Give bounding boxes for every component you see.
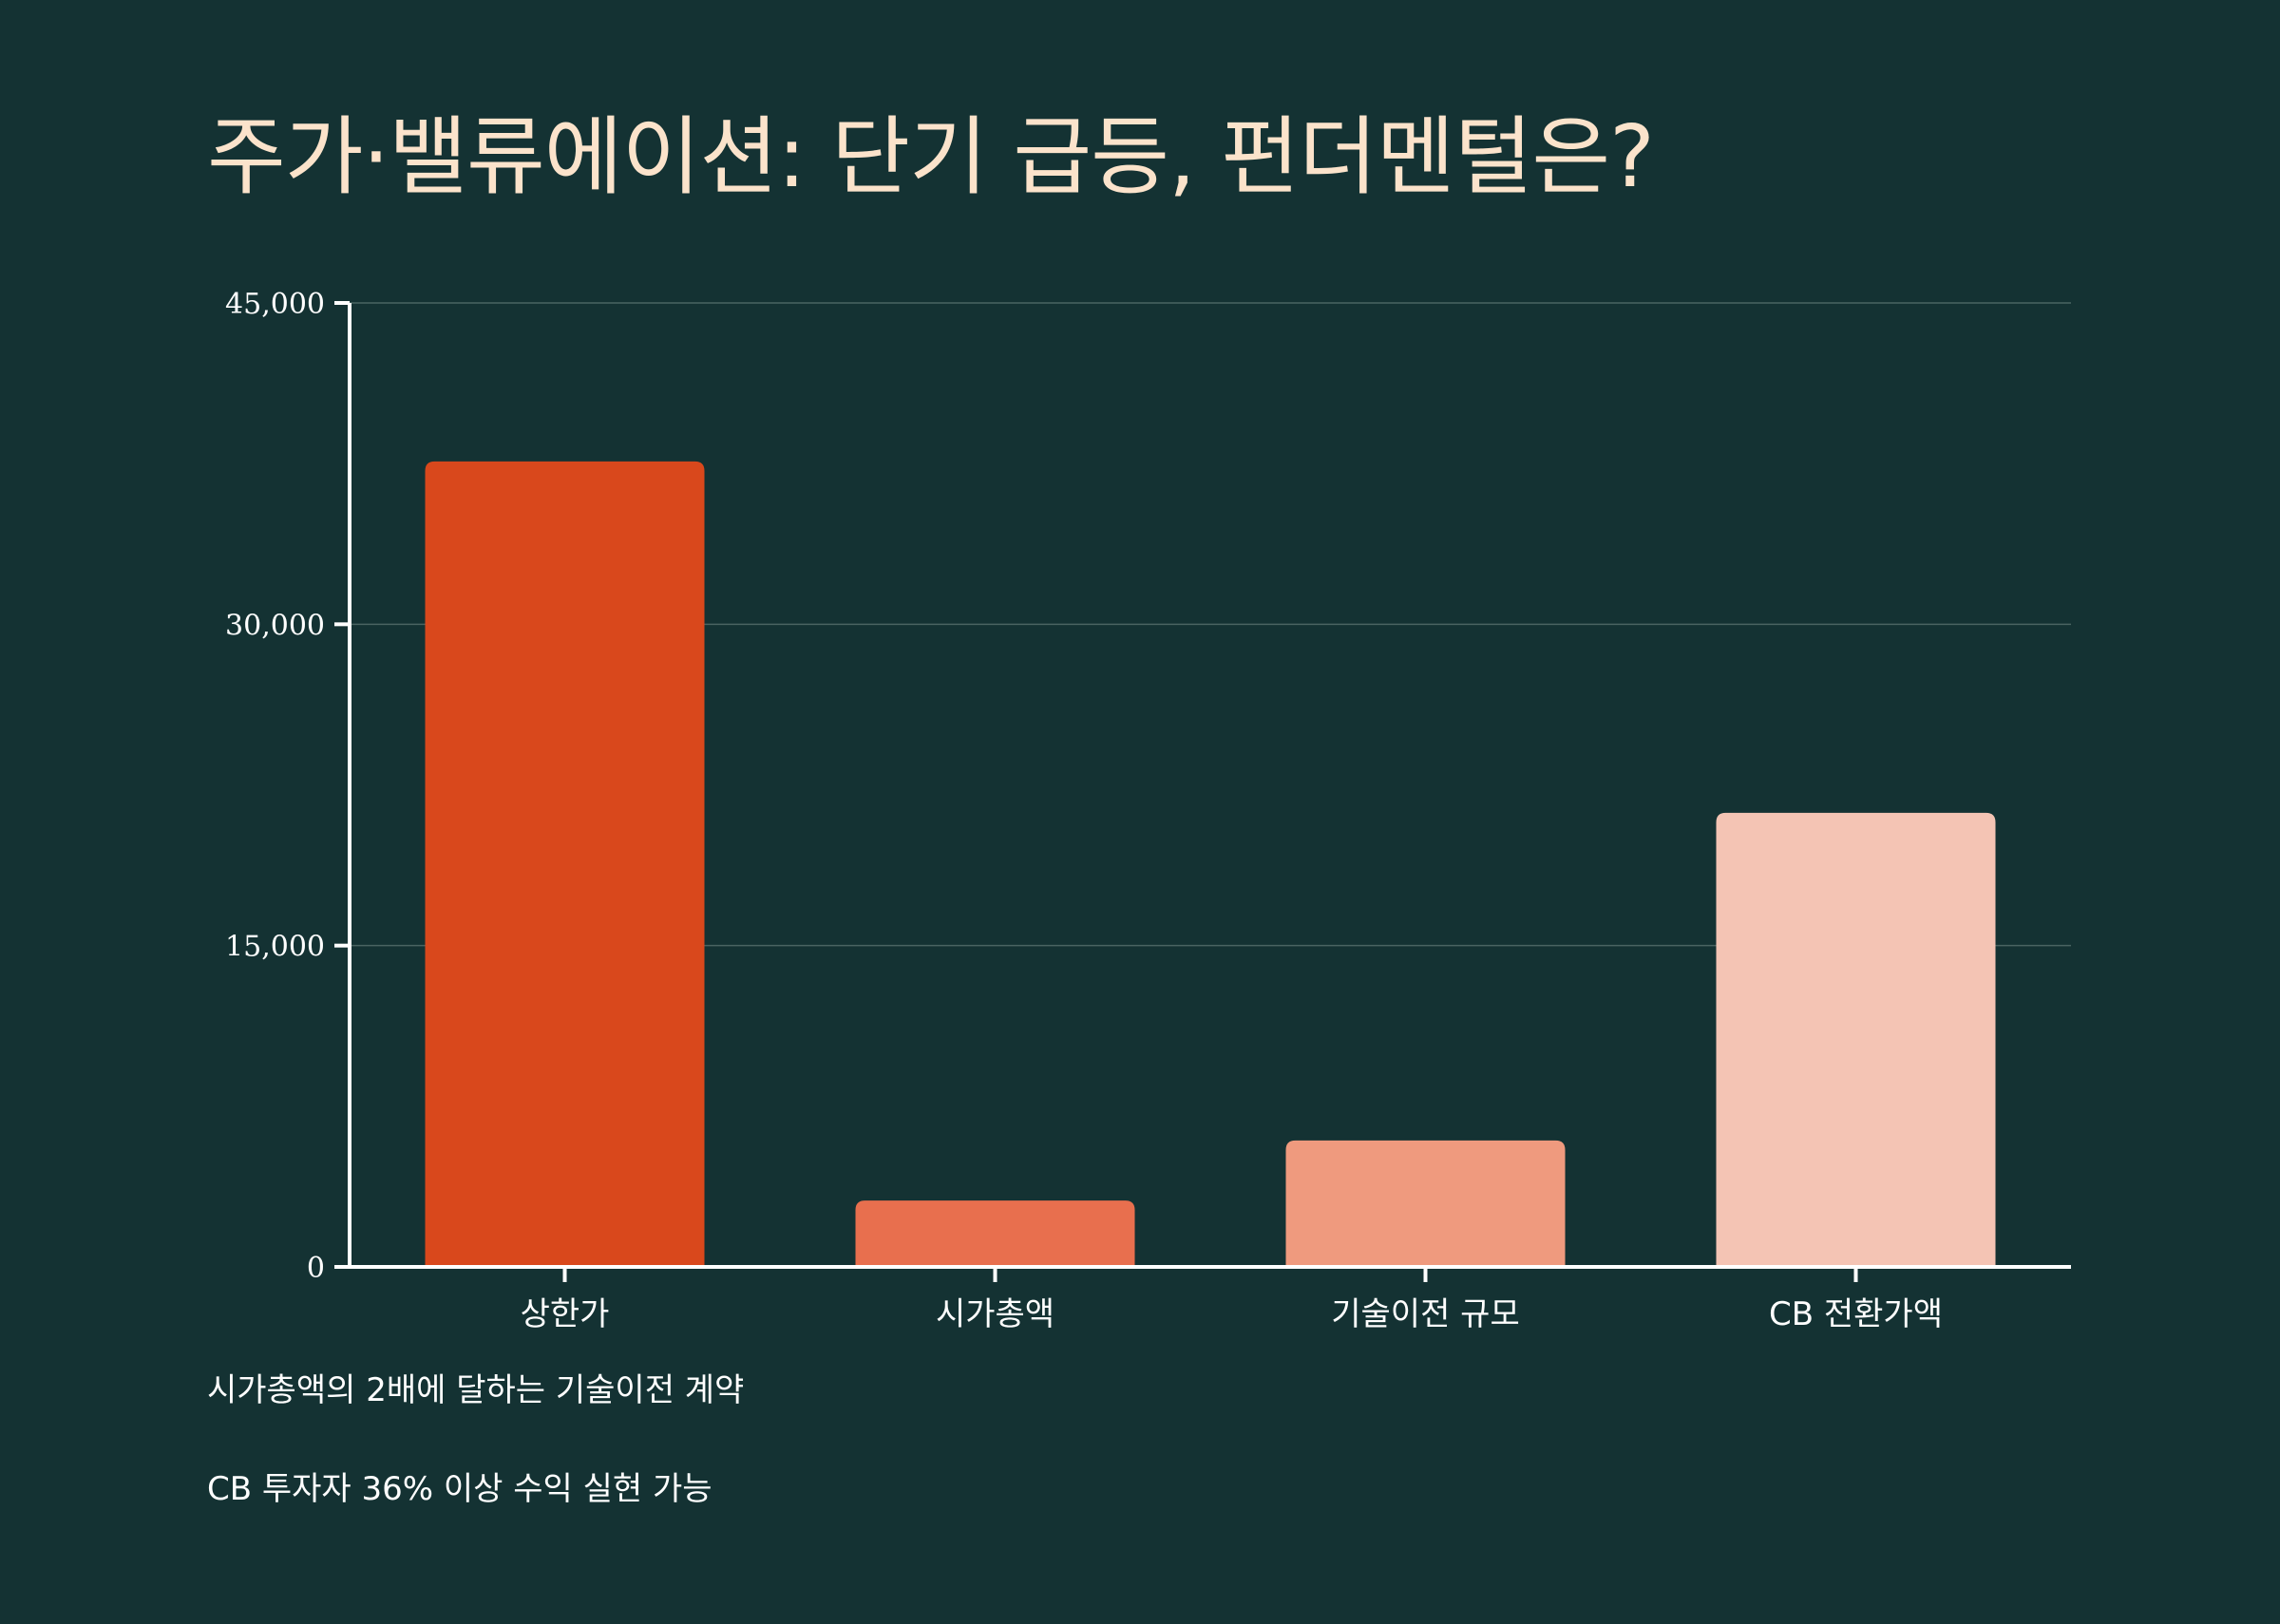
bar-1 (425, 461, 705, 1267)
y-tick-label: 15,000 (225, 931, 325, 964)
x-tick-label: 상한가 (521, 1295, 610, 1333)
bar-4 (1716, 812, 1996, 1267)
chart-title: 주가·밸류에이션: 단기 급등, 펀더멘털은? (207, 107, 1655, 207)
bar-3 (1285, 1140, 1566, 1267)
bar-2 (855, 1200, 1135, 1267)
x-tick-label: 시가총액 (936, 1295, 1054, 1333)
y-tick-label: 0 (307, 1252, 325, 1285)
x-tick-label: 기술이전 규모 (1331, 1295, 1520, 1333)
x-ticks: 상한가 시가총액 기술이전 규모 CB 전환가액 (521, 1267, 1943, 1333)
y-tick-label: 30,000 (225, 609, 325, 642)
axes (348, 303, 2071, 1269)
y-ticks: 0 15,000 30,000 45,000 (225, 288, 350, 1285)
note-2: CB 투자자 36% 이상 수익 실현 가능 (207, 1470, 712, 1508)
bars (425, 461, 1996, 1267)
x-tick-label: CB 전환가액 (1769, 1295, 1943, 1333)
y-tick-label: 45,000 (225, 288, 325, 321)
note-1: 시가총액의 2배에 달하는 기술이전 계약 (207, 1371, 745, 1409)
